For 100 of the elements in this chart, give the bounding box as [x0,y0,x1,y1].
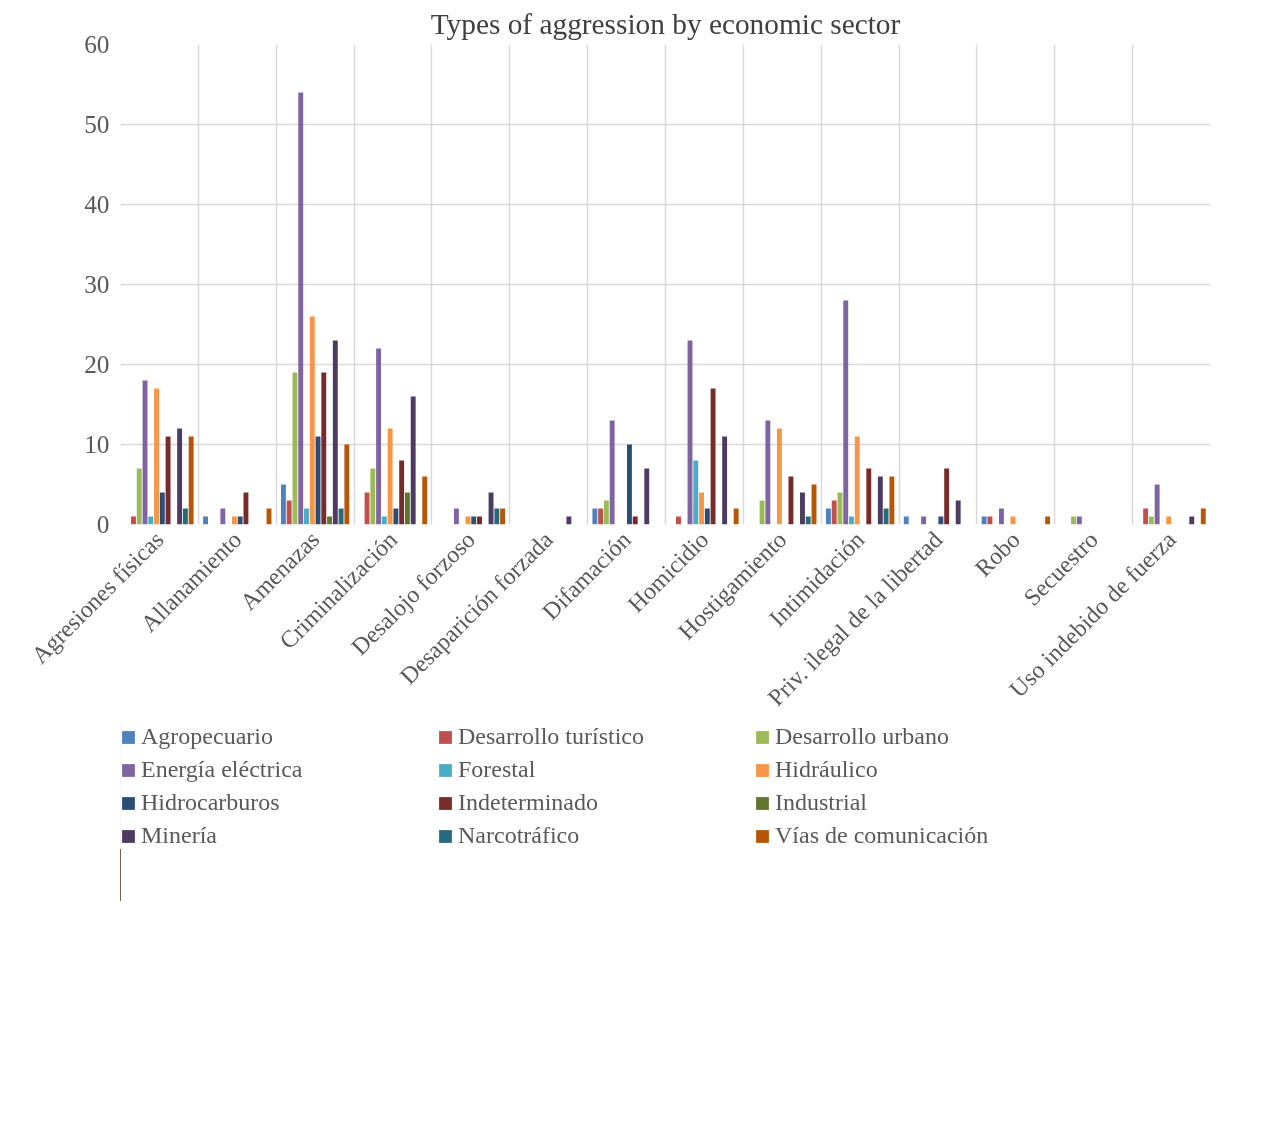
bar [243,492,249,525]
bar [410,396,416,525]
bar [889,476,895,525]
bar [381,516,387,525]
bar [220,508,226,525]
bar [1154,484,1160,525]
bar [376,348,382,525]
bar [332,340,338,525]
bar [704,508,710,525]
bar [765,420,771,525]
bar [632,516,638,525]
bar [800,492,805,525]
bar [644,468,650,525]
bar [1148,516,1154,525]
bar [131,516,136,525]
bar [159,492,165,525]
bar [883,508,889,525]
bar [831,500,837,525]
bar [877,476,883,525]
bar [1071,516,1076,525]
bar [471,516,477,525]
legend-label: Narcotráfico [458,822,581,849]
bar [1166,516,1172,525]
y-tick-label: 0 [96,510,110,538]
legend-label: Agropecuario [141,723,274,750]
legend-label: Vías de comunicación [775,822,990,849]
bar [722,436,728,525]
bar [154,388,159,525]
bar [500,508,506,525]
bar [866,468,872,525]
bar [1200,508,1206,525]
bar [298,92,304,525]
y-tick-label: 40 [84,190,110,218]
bar [843,300,849,525]
bar [136,468,142,525]
bar [849,516,854,525]
bar [1189,516,1195,525]
bar [598,508,604,525]
bar [286,500,292,525]
bar [566,516,572,525]
bar [404,492,410,525]
bar [321,372,327,525]
bar [393,508,399,525]
bar [203,516,209,525]
bar [938,516,944,525]
bar [280,484,286,525]
legend-label: Desarrollo urbano [775,723,950,750]
bar [182,508,188,525]
y-tick-label: 10 [84,430,110,458]
bar [987,516,993,525]
y-tick-label: 20 [84,350,110,378]
legend-label: Industrial [775,789,868,816]
bar [627,444,632,525]
bar [759,500,765,525]
bar [609,420,615,525]
bar [327,516,333,525]
bar [733,508,739,525]
bar [788,476,794,525]
bar [699,492,704,525]
legend-label: Desarrollo turístico [458,723,645,750]
bar [422,476,428,525]
bar [592,508,598,525]
bar [370,468,376,525]
bar [304,508,309,525]
bar [188,436,194,525]
bar [955,500,961,525]
legend-label: Hidrocarburos [141,789,281,816]
legend-label: Forestal [458,756,537,783]
legend-label: Hidráulico [775,756,879,783]
bar [453,508,459,525]
bar [805,516,811,525]
bar [177,428,183,525]
bar [148,516,154,525]
bar [944,468,950,525]
bar [710,388,716,525]
bar [776,428,782,525]
bar [854,436,860,525]
bar [1143,508,1149,525]
bar [1076,516,1082,525]
bar [1045,516,1051,525]
bar [494,508,500,525]
bar [998,508,1004,525]
bar [344,444,350,525]
bar [603,500,609,525]
legend-label: Energía eléctrica [141,756,304,783]
bar [825,508,831,525]
bar [676,516,681,525]
bar [981,516,987,525]
chart-title: Types of aggression by economic sector [430,7,901,40]
bar [387,428,393,525]
legend-label: Indeterminado [458,789,599,816]
bar [399,460,405,525]
y-tick-label: 60 [84,30,110,58]
y-tick-label: 30 [84,270,110,298]
bar [903,516,909,525]
bar [237,516,243,525]
bar [309,316,315,525]
bar [693,460,699,525]
bar [231,516,237,525]
y-tick-label: 50 [84,110,110,138]
